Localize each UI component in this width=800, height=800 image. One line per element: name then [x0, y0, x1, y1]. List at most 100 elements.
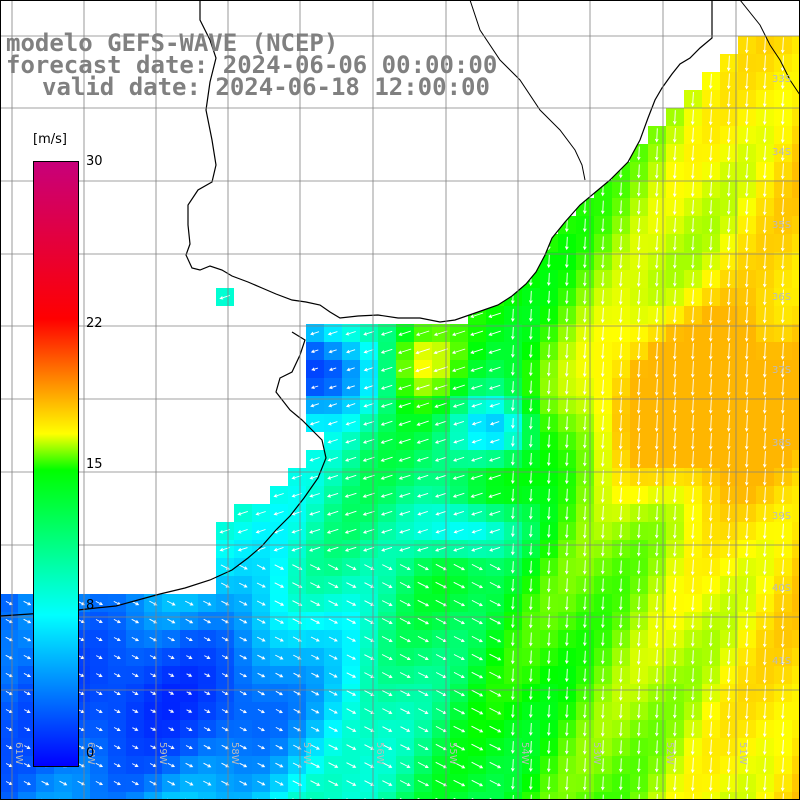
wind-arrow-icon	[417, 617, 430, 625]
wind-arrow-icon	[471, 779, 484, 787]
wind-arrow-icon	[708, 91, 713, 108]
wind-cell	[792, 648, 800, 666]
wind-arrow-icon	[636, 217, 641, 233]
wind-arrow-icon	[618, 325, 623, 342]
wind-arrow-icon	[453, 654, 465, 661]
wind-arrow-icon	[510, 777, 515, 790]
wind-arrow-icon	[780, 109, 785, 126]
wind-arrow-icon	[744, 325, 749, 342]
wind-arrow-icon	[346, 600, 357, 606]
wind-arrow-icon	[690, 668, 695, 683]
wind-arrow-icon	[618, 451, 623, 468]
wind-arrow-icon	[398, 438, 411, 444]
wind-arrow-icon	[690, 145, 695, 162]
wind-arrow-icon	[416, 402, 430, 408]
wind-arrow-icon	[310, 726, 320, 732]
wind-arrow-icon	[618, 271, 623, 288]
wind-arrow-icon	[274, 582, 285, 588]
wind-arrow-icon	[708, 415, 713, 432]
wind-arrow-icon	[564, 524, 569, 539]
wind-arrow-icon	[654, 343, 659, 360]
wind-arrow-icon	[239, 636, 248, 642]
wind-arrow-icon	[363, 349, 374, 354]
wind-arrow-icon	[654, 631, 659, 648]
wind-arrow-icon	[489, 564, 501, 571]
wind-arrow-icon	[310, 349, 319, 354]
wind-arrow-icon	[453, 725, 466, 733]
wind-arrow-icon	[618, 379, 623, 396]
wind-arrow-icon	[453, 546, 465, 552]
wind-cell	[144, 792, 162, 800]
wind-arrow-icon	[328, 582, 339, 588]
wind-arrow-icon	[582, 632, 587, 647]
wind-arrow-icon	[636, 451, 641, 468]
wind-arrow-icon	[600, 505, 605, 521]
wind-arrow-icon	[780, 289, 785, 306]
wind-arrow-icon	[600, 272, 605, 287]
wind-arrow-icon	[510, 759, 515, 772]
wind-arrow-icon	[185, 637, 193, 642]
wind-arrow-icon	[415, 366, 431, 373]
wind-arrow-icon	[618, 361, 623, 378]
wind-arrow-icon	[380, 420, 393, 426]
wind-arrow-icon	[582, 650, 587, 665]
wind-arrow-icon	[363, 367, 374, 372]
wind-arrow-icon	[113, 655, 121, 660]
wind-arrow-icon	[600, 361, 605, 378]
wind-arrow-icon	[310, 636, 320, 642]
wind-arrow-icon	[434, 420, 447, 426]
wind-arrow-icon	[654, 686, 659, 701]
wind-arrow-icon	[546, 596, 551, 611]
wind-arrow-icon	[726, 379, 731, 396]
wind-arrow-icon	[690, 307, 695, 324]
wind-arrow-icon	[113, 637, 121, 642]
wind-arrow-icon	[239, 672, 248, 678]
wind-arrow-icon	[528, 650, 533, 665]
wind-arrow-icon	[636, 667, 641, 684]
wind-arrow-icon	[528, 704, 533, 719]
wind-arrow-icon	[510, 435, 515, 448]
wind-arrow-icon	[239, 691, 247, 696]
wind-arrow-icon	[397, 384, 412, 390]
wind-arrow-icon	[762, 55, 767, 72]
wind-arrow-icon	[672, 254, 677, 269]
wind-arrow-icon	[203, 727, 211, 732]
wind-arrow-icon	[672, 415, 677, 432]
wind-arrow-icon	[453, 689, 465, 697]
wind-arrow-icon	[381, 600, 393, 606]
wind-arrow-icon	[327, 421, 338, 426]
longitude-label: 60W	[85, 742, 96, 765]
wind-arrow-icon	[744, 451, 749, 468]
wind-arrow-icon	[780, 433, 785, 450]
wind-arrow-icon	[453, 456, 465, 462]
wind-arrow-icon	[382, 690, 393, 696]
wind-arrow-icon	[762, 541, 767, 558]
wind-arrow-icon	[434, 546, 447, 552]
wind-cell	[792, 396, 800, 414]
wind-arrow-icon	[582, 596, 587, 611]
wind-arrow-icon	[346, 564, 357, 570]
wind-arrow-icon	[564, 668, 569, 683]
wind-arrow-icon	[398, 474, 411, 480]
longitude-label: 58W	[229, 742, 240, 765]
wind-arrow-icon	[708, 559, 713, 576]
wind-arrow-icon	[708, 595, 713, 612]
wind-arrow-icon	[690, 433, 695, 450]
wind-arrow-icon	[780, 91, 785, 108]
wind-arrow-icon	[453, 617, 465, 625]
wind-arrow-icon	[654, 506, 659, 521]
wind-arrow-icon	[690, 218, 695, 233]
wind-arrow-icon	[654, 217, 659, 234]
wind-arrow-icon	[708, 397, 713, 414]
wind-arrow-icon	[780, 145, 785, 162]
wind-arrow-icon	[636, 524, 641, 539]
wind-arrow-icon	[636, 361, 641, 378]
wind-arrow-icon	[528, 740, 533, 754]
colorbar-unit: [m/s]	[33, 132, 67, 147]
wind-arrow-icon	[690, 451, 695, 468]
wind-arrow-icon	[654, 542, 659, 557]
lagoon-coast	[739, 0, 800, 96]
wind-arrow-icon	[382, 762, 393, 768]
wind-arrow-icon	[708, 703, 713, 720]
wind-arrow-icon	[309, 475, 320, 480]
